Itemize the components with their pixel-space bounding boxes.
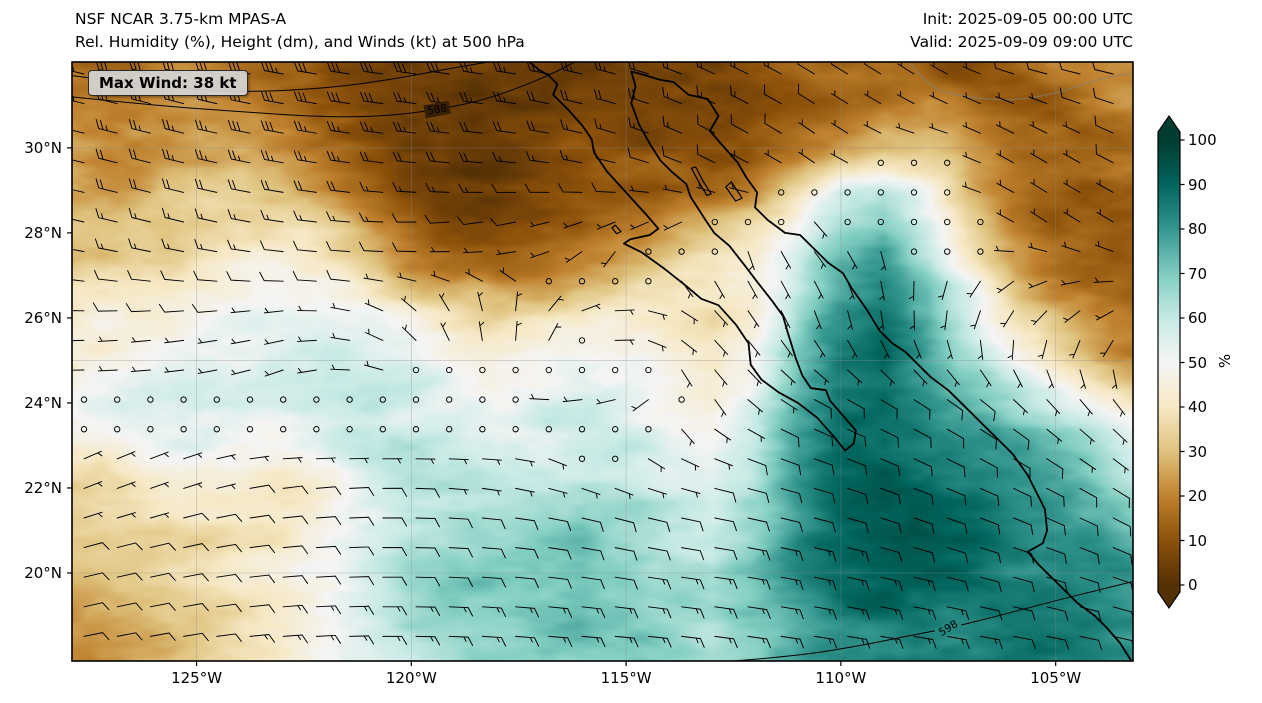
colorbar-tick-label: 80 xyxy=(1188,220,1208,238)
colorbar-tick-label: 0 xyxy=(1188,576,1198,594)
lon-tick-label: 120°W xyxy=(385,669,437,687)
lat-tick-label: 20°N xyxy=(24,563,62,582)
colorbar-tick-label: 50 xyxy=(1188,353,1208,372)
model-title: NSF NCAR 3.75-km MPAS-A xyxy=(75,10,287,28)
lon-tick-label: 110°W xyxy=(815,669,867,687)
colorbar-tick-label: 90 xyxy=(1188,175,1208,194)
colorbar-tick-label: 40 xyxy=(1188,398,1208,416)
max-wind-badge: Max Wind: 38 kt xyxy=(88,70,248,96)
lat-tick-label: 28°N xyxy=(24,223,62,242)
colorbar-tick-label: 30 xyxy=(1188,442,1208,461)
colorbar-tick-label: 100 xyxy=(1188,131,1217,149)
lat-tick-label: 26°N xyxy=(24,308,62,327)
lon-tick-label: 105°W xyxy=(1030,669,1082,687)
colorbar-tick-label: 60 xyxy=(1188,309,1208,327)
lon-tick-label: 125°W xyxy=(171,669,223,687)
colorbar-tick-label: 10 xyxy=(1188,531,1208,550)
lat-tick-label: 30°N xyxy=(24,138,62,157)
init-time-label: Init: 2025-09-05 00:00 UTC xyxy=(922,10,1133,28)
valid-time-label: Valid: 2025-09-09 09:00 UTC xyxy=(910,33,1133,51)
lat-tick-label: 24°N xyxy=(24,393,62,412)
field-title: Rel. Humidity (%), Height (dm), and Wind… xyxy=(75,33,525,51)
lon-tick-label: 115°W xyxy=(600,669,652,687)
colorbar-unit-label: % xyxy=(1216,353,1235,369)
colorbar-tick-label: 20 xyxy=(1188,487,1208,505)
lat-tick-label: 22°N xyxy=(24,478,62,497)
colorbar-tick-label: 70 xyxy=(1188,264,1208,283)
